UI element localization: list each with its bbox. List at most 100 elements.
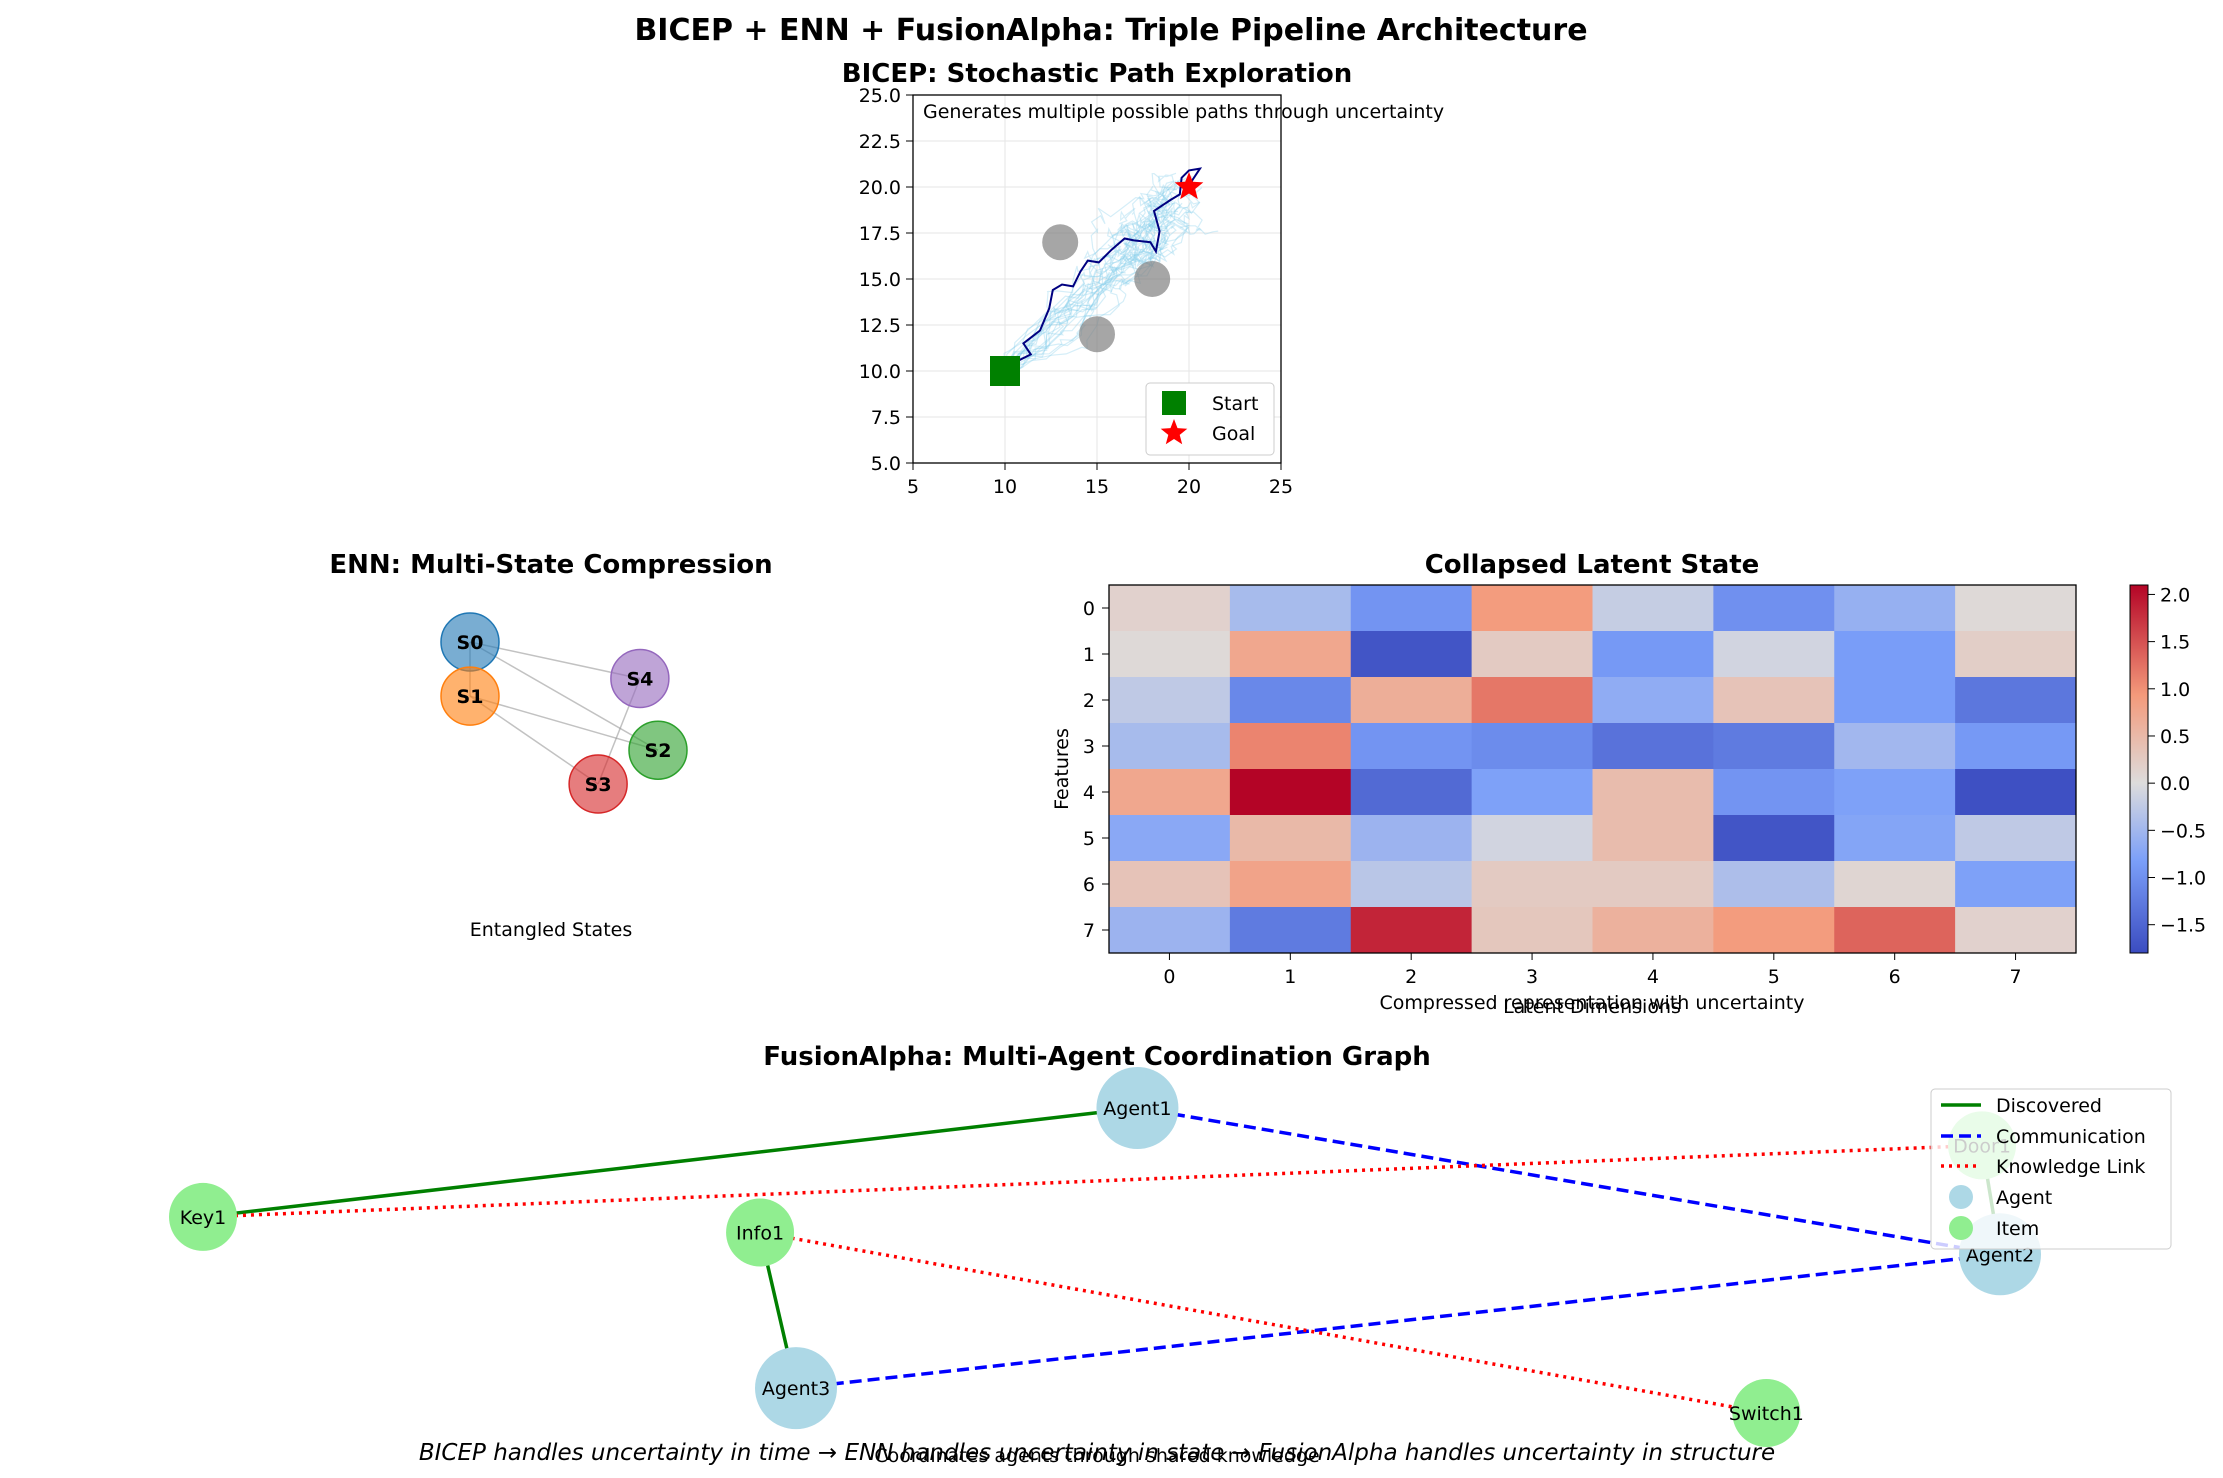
heatmap-cell [1713,769,1835,816]
bicep-sample-path [1004,178,1182,372]
bicep-xtick-label: 5 [907,476,919,498]
heatmap-frame [1108,584,2077,954]
heatmap-ytick-label: 5 [1083,828,1095,850]
bicep-sample-path [1004,187,1171,372]
legend-communication-label: Communication [1996,1126,2146,1148]
fusion-edges [202,1106,2002,1415]
bicep-goal-marker [1174,172,1204,200]
bicep-sample-path [1004,186,1173,372]
heatmap-cell [1109,677,1231,724]
colorbar-tick-label: −0.5 [2160,820,2206,842]
bicep-start-marker [990,356,1020,386]
heatmap-cell [1592,723,1714,770]
colorbar-ticks: 2.0 1.5 1.0 0.5 0.0 −0.5 −1.0 −1.5 [2148,584,2206,937]
enn-node-label: S3 [585,774,612,796]
heatmap-ytick-label: 7 [1083,920,1095,942]
heatmap-cell [1592,631,1714,678]
heatmap-cell [1229,585,1352,632]
bicep-ytick-label: 17.5 [859,223,901,245]
heatmap-cell [1109,723,1231,770]
heatmap-xtick-label: 3 [1526,966,1538,988]
legend-agent-marker [1949,1185,1973,1209]
heatmap-cell [1109,631,1231,678]
bicep-ytick-label: 7.5 [871,407,901,429]
heatmap-caption: Compressed representation with uncertain… [1379,992,1804,1014]
heatmap-cell [1350,769,1473,816]
enn-node-s1 [440,666,500,726]
heatmap-cell [1592,907,1714,954]
heatmap-cell [1109,769,1231,816]
heatmap-cell [1834,631,1956,678]
heatmap-cell [1592,585,1714,632]
heatmap-cell [1592,861,1714,908]
bicep-annotation: Generates multiple possible paths throug… [923,101,1444,123]
heatmap-cell [1109,907,1231,954]
heatmap-cell [1834,677,1956,724]
colorbar-tick-label: 0.0 [2160,773,2190,795]
heatmap-cell [1471,815,1593,862]
fusion-edge-communication [795,1252,2001,1390]
heatmap-cell [1109,861,1231,908]
heatmap-cell [1350,631,1473,678]
bicep-ytick-label: 15.0 [859,269,901,291]
heatmap-cell [1834,815,1956,862]
bicep-sample-path [1004,202,1183,372]
bicep-ytick-label: 12.5 [859,315,901,337]
fusion-node-label: Switch1 [1729,1403,1804,1425]
heatmap-cell [1713,631,1835,678]
heatmap-ytick-label: 6 [1083,874,1095,896]
bicep-xtick-label: 15 [1085,476,1109,498]
heatmap-ylabel: Features [1051,728,1073,810]
enn-edge [469,641,659,751]
bicep-sample-path [1004,191,1172,372]
bicep-sample-path [1004,195,1164,372]
enn-title: ENN: Multi-State Compression [329,550,772,580]
heatmap-cell [1229,769,1352,816]
bicep-sample-path [1004,180,1196,372]
legend-discovered-label: Discovered [1996,1095,2102,1117]
heatmap-cell [1834,861,1956,908]
heatmap-cell [1229,677,1352,724]
heatmap-cell [1834,907,1956,954]
figure-title: BICEP + ENN + FusionAlpha: Triple Pipeli… [634,13,1587,48]
bicep-xtick-label: 10 [993,476,1017,498]
heatmap-cell [1834,769,1956,816]
heatmap-cell [1955,907,2077,954]
enn-panel: ENN: Multi-State Compression S0S1S2S3S4 … [329,550,772,941]
fusion-node-label: Info1 [736,1222,784,1244]
heatmap-xtick-label: 6 [1889,966,1901,988]
bicep-ytick-label: 25.0 [859,85,901,107]
legend-item-label: Item [1996,1218,2039,1240]
legend-goal-marker [1160,419,1188,445]
heatmap-cell [1229,631,1352,678]
enn-edge [469,695,659,751]
fusion-node-key1 [169,1182,237,1251]
heatmap-cell [1229,907,1352,954]
fusion-caption: Coordinates agents through shared knowle… [874,1445,1319,1467]
bicep-obstacles [1042,224,1171,353]
enn-node-label: S1 [457,686,484,708]
heatmap-cell [1350,677,1473,724]
heatmap-cell [1592,815,1714,862]
legend-knowledge-label: Knowledge Link [1996,1156,2145,1178]
fusion-edge-communication [1137,1106,2001,1257]
enn-node-label: S0 [457,632,484,654]
latent-title: Collapsed Latent State [1425,550,1760,580]
legend-start-label: Start [1212,393,1258,415]
fusion-node-info1 [726,1198,795,1267]
bicep-sample-path [1004,195,1201,372]
fusion-legend: Discovered Communication Knowledge Link … [1930,1088,2172,1250]
heatmap-cell [1350,723,1473,770]
bicep-ticks: 5 10 15 20 25 5.0 7.5 10.0 12.5 15.0 17.5 20.0 22.5 2… [859,85,1293,498]
heatmap-cell [1955,677,2077,724]
enn-node-s4 [610,648,670,709]
heatmap-cell [1955,769,2077,816]
enn-node-label: S2 [645,740,672,762]
heatmap-ytick-label: 1 [1083,644,1095,666]
fusion-node-label: Agent3 [762,1378,830,1400]
heatmap-cell [1350,907,1473,954]
heatmap-cell [1955,585,2077,632]
fusion-nodes: Agent1Agent2Agent3Key1Info1Door1Switch1 [169,1067,2041,1447]
heatmap-xtick-label: 7 [2010,966,2022,988]
colorbar-tick-label: 0.5 [2160,726,2190,748]
